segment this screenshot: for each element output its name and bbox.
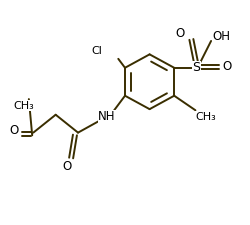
Text: OH: OH (212, 30, 230, 43)
Text: O: O (176, 27, 185, 40)
Text: CH₃: CH₃ (196, 112, 216, 122)
Text: O: O (222, 60, 231, 73)
Text: Cl: Cl (92, 46, 102, 56)
Text: O: O (10, 124, 19, 137)
Text: O: O (63, 160, 72, 173)
Text: NH: NH (98, 110, 116, 124)
Text: CH₃: CH₃ (13, 101, 34, 111)
Text: S: S (192, 61, 200, 74)
